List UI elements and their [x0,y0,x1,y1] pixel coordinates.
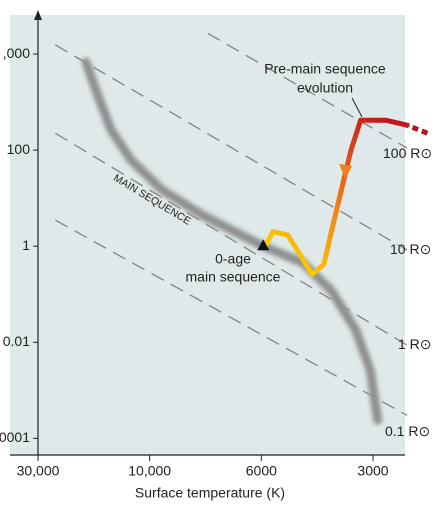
annotation: main sequence [186,269,281,285]
track-extension [406,122,429,136]
x-tick-label: 30,000 [17,463,60,479]
zero-age-marker [257,239,270,251]
x-tick-label: 10,000 [128,463,171,479]
x-tick-label: 6000 [246,463,277,479]
x-axis-label: Surface temperature (K) [135,485,285,501]
radius-line [207,32,408,149]
radius-label: 10 R⊙ [390,241,431,257]
annotation: evolution [297,80,353,96]
y-tick-label: 0001 [0,429,30,445]
main-sequence [81,57,383,425]
radius-label: 0.1 R⊙ [385,423,430,439]
leader-line [351,97,363,118]
track-arrow [339,163,353,179]
radius-label: 1 R⊙ [398,336,432,352]
y-tick-label: 0.01 [3,333,30,349]
radius-line [54,219,408,417]
radius-line [54,44,408,251]
y-tick-label: 1 [22,237,30,253]
plot-background [10,15,405,455]
annotation: 0-age [215,251,251,267]
y-tick-label: ,000 [3,45,30,61]
annotation: Pre-main sequence [264,61,386,77]
y-tick-label: 100 [7,141,31,157]
x-tick-label: 3000 [357,463,388,479]
y-axis-arrow [34,10,42,20]
radius-label: 100 R⊙ [383,145,432,161]
pre-main-sequence-track [262,117,410,277]
